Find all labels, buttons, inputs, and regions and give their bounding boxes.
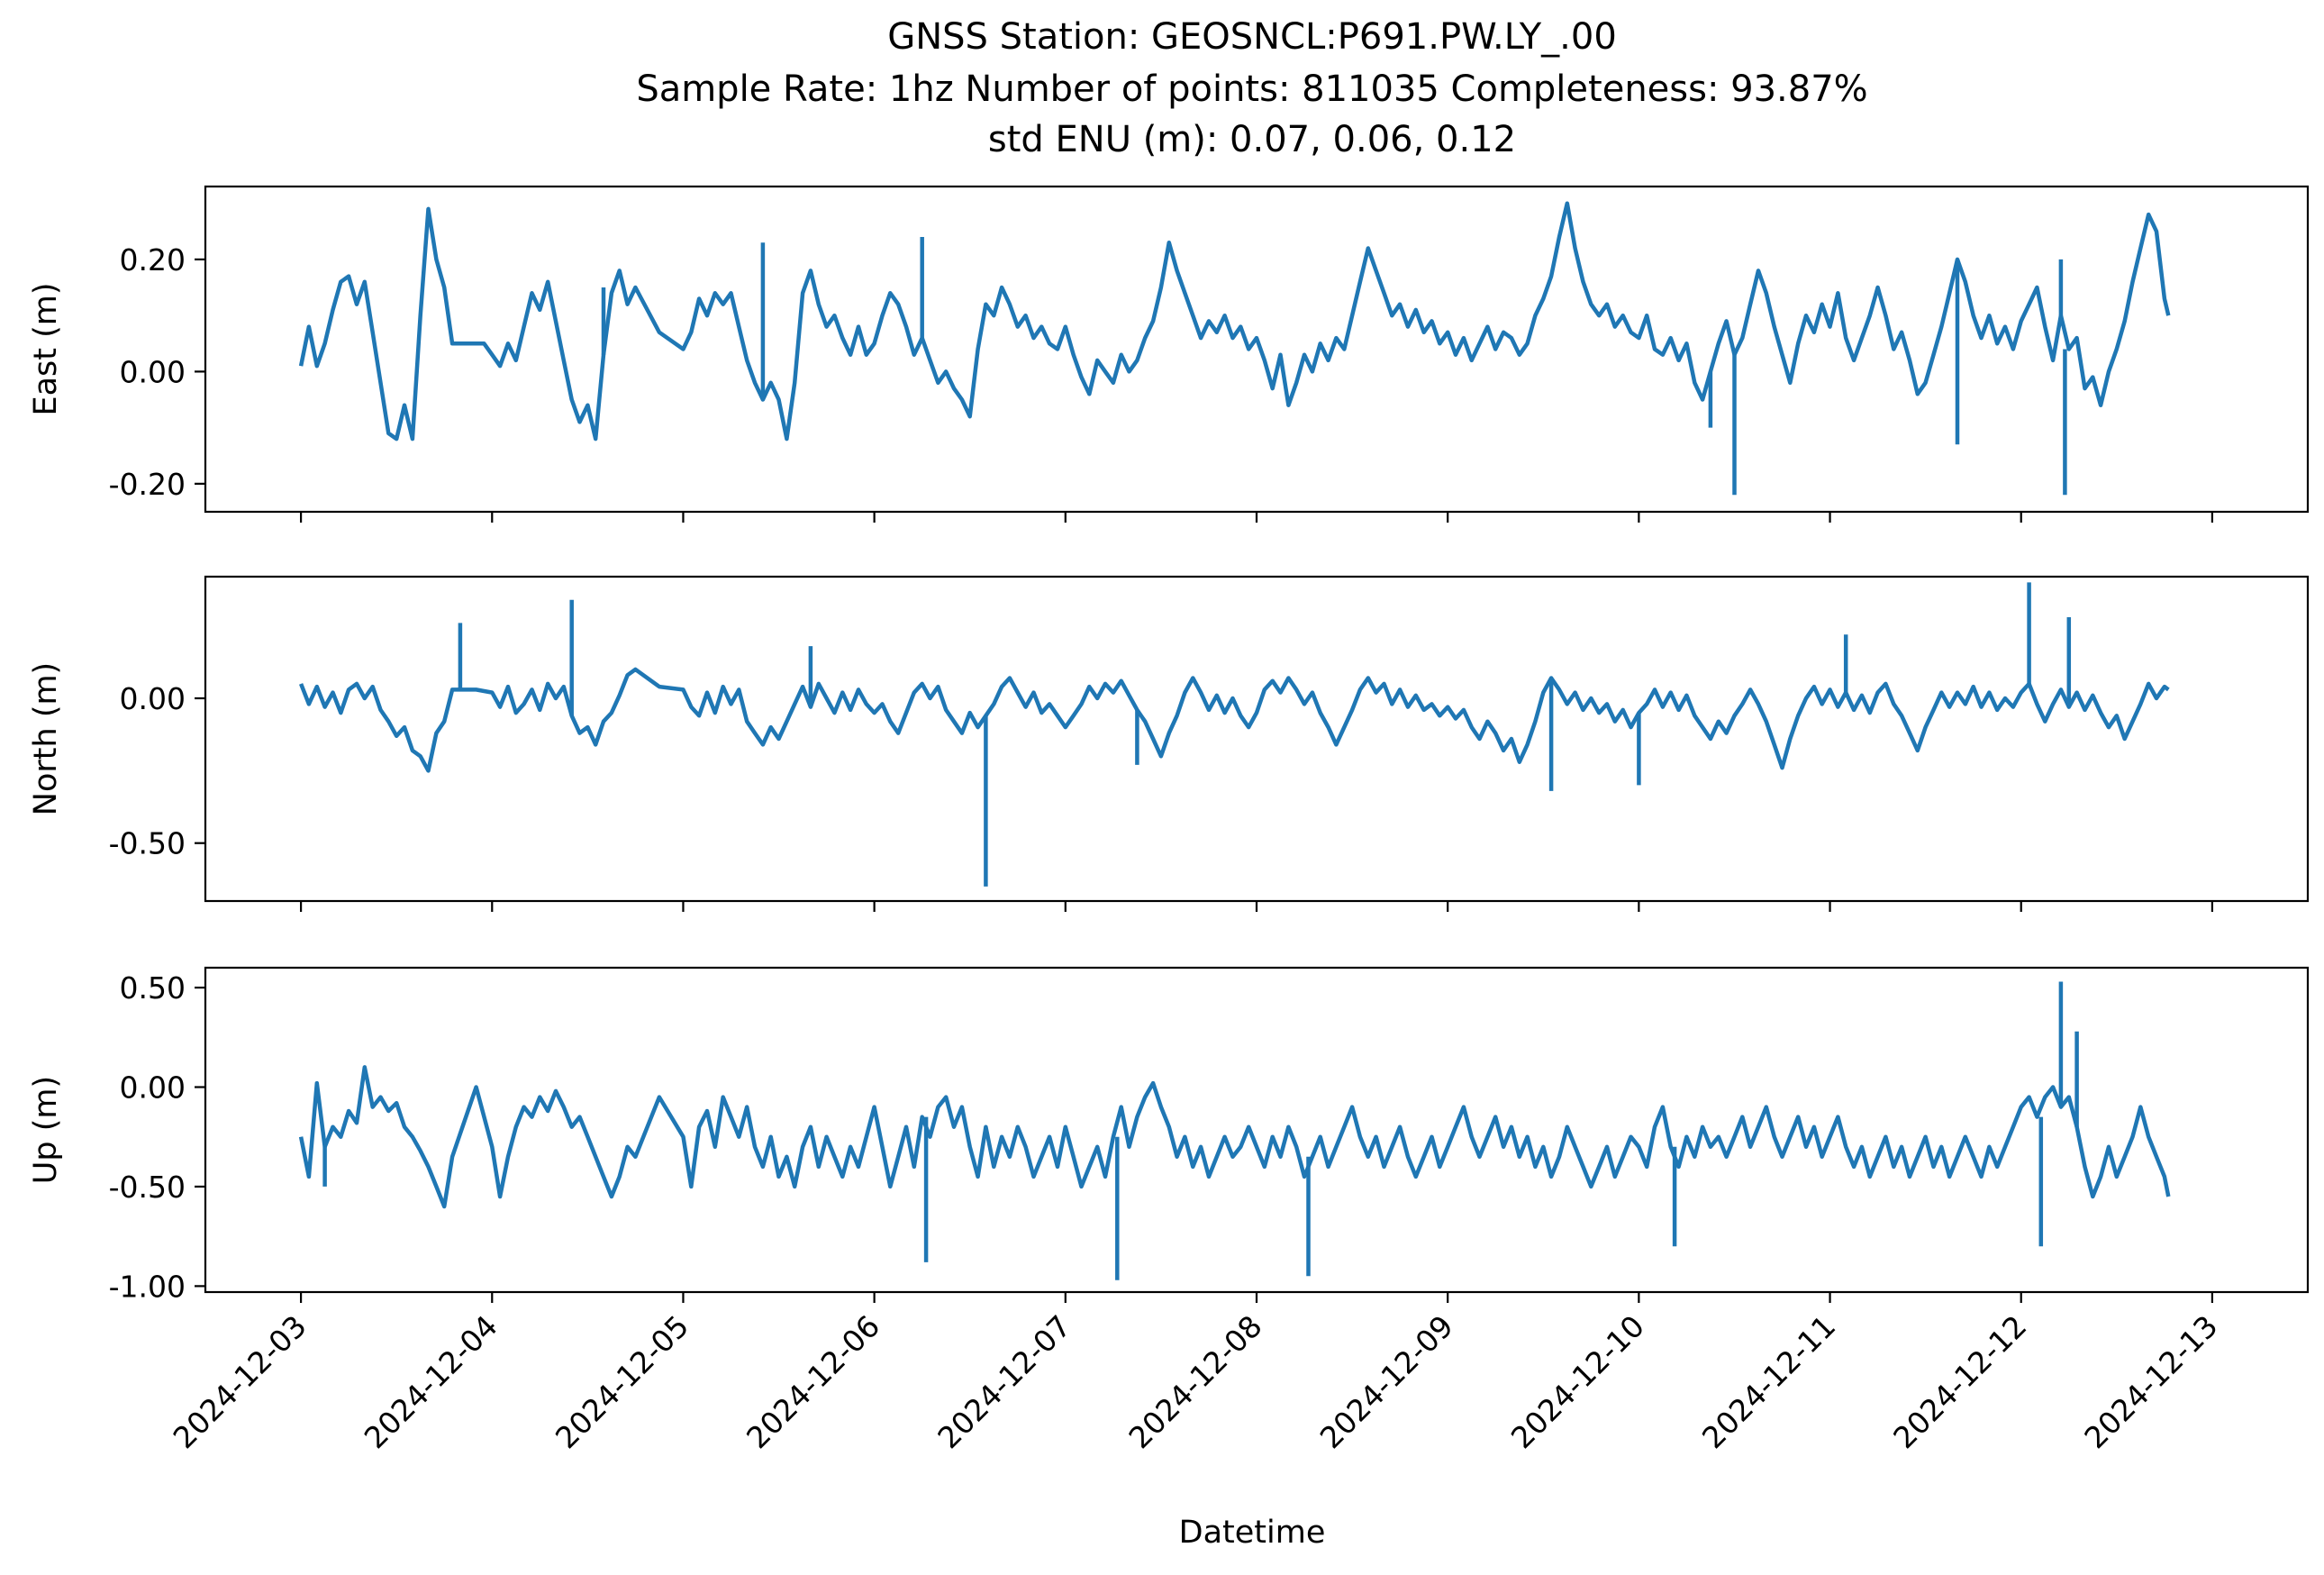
up-y-tick-label: -0.50 [109,1170,186,1205]
east-y-tick-label: 0.20 [120,242,186,278]
up-panel: Up (m) 0.50 0.00 -0.50 -1.00 [28,966,2310,1304]
east-y-tick-label: 0.00 [120,354,186,389]
title-line-1: GNSS Station: GEOSNCL:P691.PW.LY_.00 [887,16,1617,58]
north-y-tick-label: -0.50 [109,826,186,861]
east-panel: East (m) 0.20 0.00 -0.20 [28,185,2310,523]
east-y-tick-label: -0.20 [109,467,186,502]
up-y-tick-label: 0.00 [120,1070,186,1106]
east-y-axis-label: East (m) [28,282,64,415]
x-axis-label: Datetime [1179,1515,1326,1551]
up-series-line [298,1065,2171,1209]
up-y-tick-label: 0.50 [120,970,186,1006]
title-line-3: std ENU (m): 0.07, 0.06, 0.12 [988,119,1516,160]
north-y-tick-label: 0.00 [120,681,186,716]
title-line-2: Sample Rate: 1hz Number of points: 81103… [636,68,1867,110]
north-panel: North (m) 0.00 -0.50 [28,575,2310,912]
north-y-axis-label: North (m) [28,662,64,815]
north-series-line [299,667,2170,773]
up-y-tick-label: -1.00 [109,1269,186,1304]
east-series-line [298,201,2171,442]
up-y-axis-label: Up (m) [28,1076,64,1184]
